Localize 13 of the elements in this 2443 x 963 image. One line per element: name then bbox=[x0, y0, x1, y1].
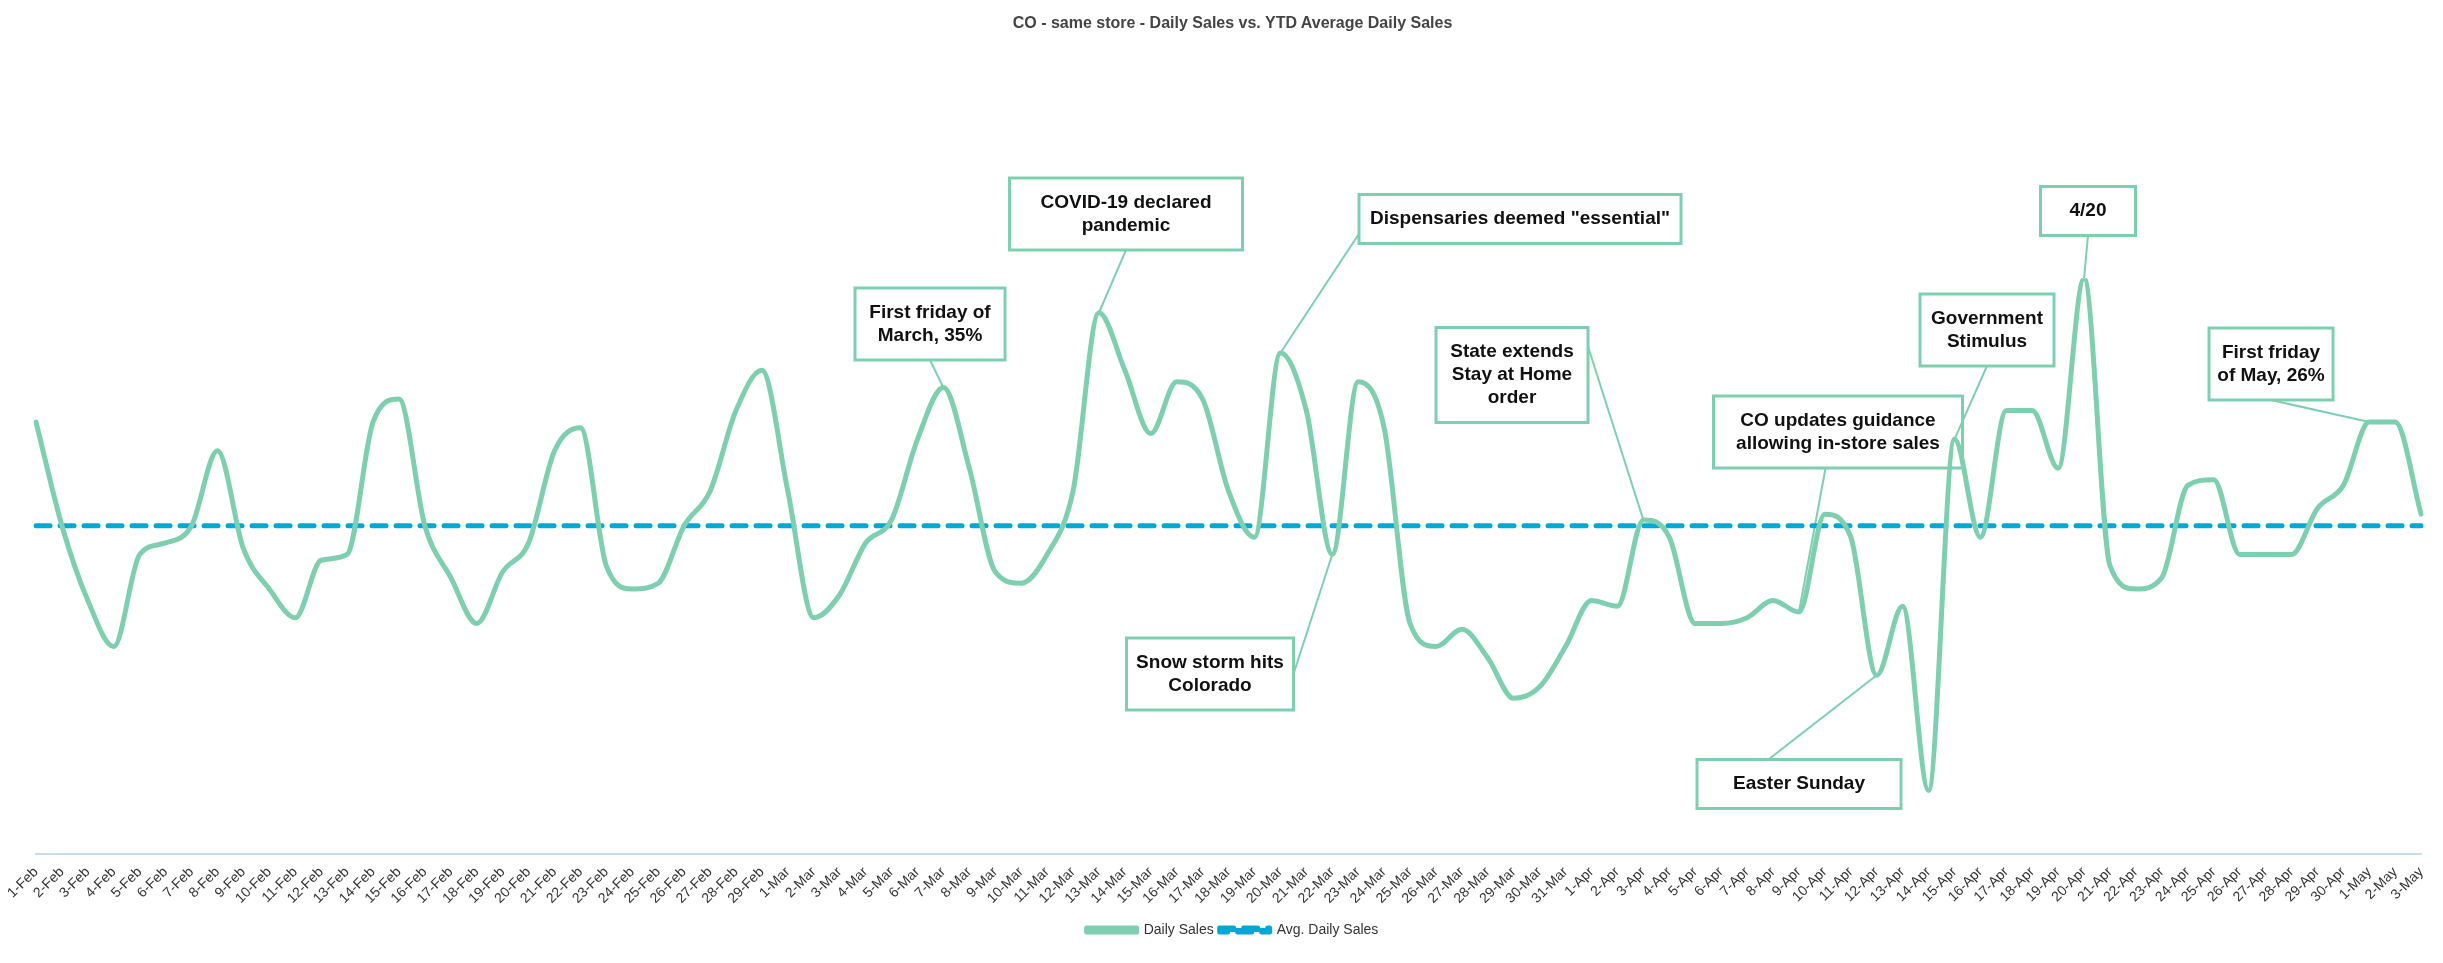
annotation: First friday of March, 35% bbox=[869, 300, 992, 345]
annotation: State extends Stay at Home order bbox=[1450, 340, 1574, 408]
annotation: Government Stimulus bbox=[1931, 306, 2044, 351]
legend-label: Avg. Daily Sales bbox=[1276, 920, 1379, 937]
chart-title: CO - same store - Daily Sales vs. YTD Average Daily Sales bbox=[1012, 14, 1453, 32]
legend-label: Daily Sales bbox=[1143, 920, 1214, 937]
annotation: First friday of May, 26% bbox=[2217, 340, 2325, 385]
annotation: CO updates guidance allowing in-store sales bbox=[1736, 408, 1940, 453]
annotation: Easter Sunday bbox=[1733, 772, 1866, 794]
annotation: 4/20 bbox=[2069, 199, 2107, 221]
annotation: Snow storm hits Colorado bbox=[1136, 650, 1284, 695]
annotation: Dispensaries deemed "essential" bbox=[1370, 207, 1670, 229]
annotation: COVID-19 declared pandemic bbox=[1040, 190, 1212, 235]
